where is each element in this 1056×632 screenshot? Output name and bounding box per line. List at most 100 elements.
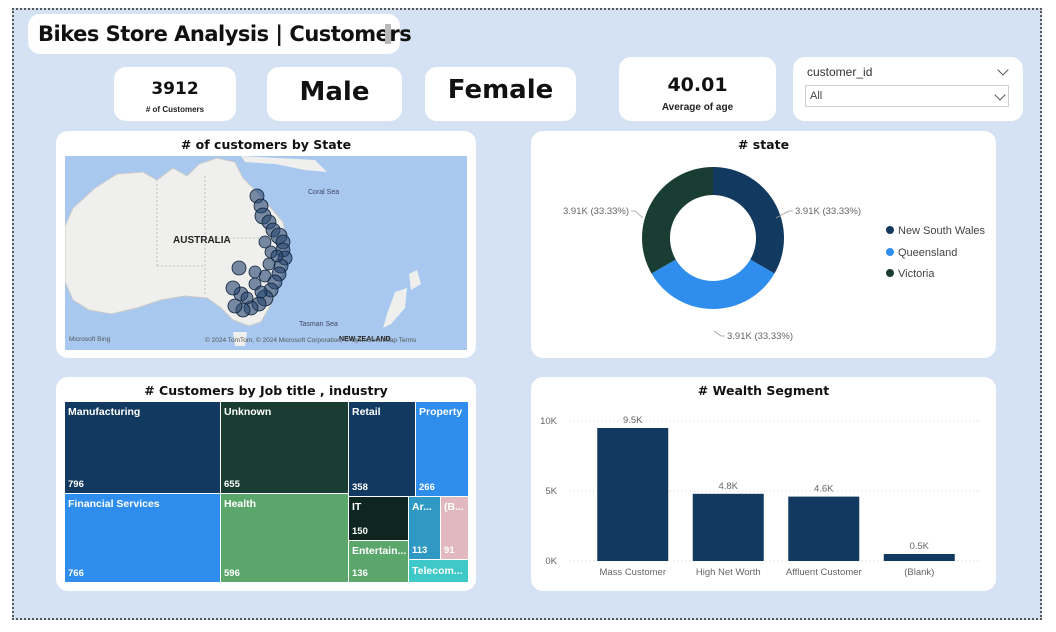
treemap-cell-financial-services[interactable]: Financial Services 766 xyxy=(65,494,220,582)
slicer-dropdown[interactable]: All xyxy=(805,85,1009,107)
legend-label: Queensland xyxy=(898,247,958,259)
map-sea-label-2: Tasman Sea xyxy=(299,321,338,328)
page-title: Bikes Store Analysis | Customers xyxy=(38,22,412,46)
kpi-customers-value: 3912 xyxy=(151,79,199,99)
donut-title: # state xyxy=(737,137,790,152)
treemap-cell-value: 655 xyxy=(224,479,240,490)
title-card: Bikes Store Analysis | Customers xyxy=(28,14,412,54)
kpi-age-value: 40.01 xyxy=(667,74,728,96)
legend-item-queensland[interactable]: Queensland xyxy=(886,247,957,259)
kpi-customers-label: # of Customers xyxy=(145,105,205,114)
bar-value-label: 4.8K xyxy=(718,481,738,492)
bar-mass-customer[interactable] xyxy=(597,428,669,561)
legend-label: Victoria xyxy=(898,268,935,280)
donut-chart[interactable]: 3.91K (33.33%) 3.91K (33.33%) 3.91K (33.… xyxy=(531,131,996,358)
treemap-cell-label: Entertain... xyxy=(352,545,407,557)
treemap-cell-value: 136 xyxy=(352,568,368,579)
treemap-cell-value: 113 xyxy=(412,545,428,556)
treemap-cell-label: Manufacturing xyxy=(68,406,141,418)
map-visual[interactable]: # of customers by State AUSTRALIA Coral … xyxy=(56,131,476,358)
treemap-cell-it[interactable]: IT 150 xyxy=(349,497,408,540)
treemap-cell-label: Retail xyxy=(352,406,381,418)
x-category-label: (Blank) xyxy=(904,567,934,578)
donut-label-nsw: 3.91K (33.33%) xyxy=(795,206,861,217)
tasmania-land xyxy=(233,332,247,346)
treemap-cell-value: 766 xyxy=(68,568,84,579)
treemap-cell-entertainment[interactable]: Entertain... 136 xyxy=(349,541,408,582)
bar-high-net-worth[interactable] xyxy=(692,493,764,561)
bar-affluent-customer[interactable] xyxy=(788,496,860,561)
legend-label: New South Wales xyxy=(898,225,986,237)
treemap-title: # Customers by Job title , industry xyxy=(144,383,388,398)
treemap-cell-label: Property xyxy=(419,406,463,418)
legend-dot-icon xyxy=(886,226,894,234)
treemap-cell-label: IT xyxy=(352,501,362,513)
donut-slice-new-south-wales xyxy=(713,167,784,274)
map-nz-label: NEW ZEALAND xyxy=(339,336,391,343)
bing-logo: Microsoft Bing xyxy=(69,336,111,343)
map-sea-label-1: Coral Sea xyxy=(308,189,339,196)
treemap-cell-telecommunications[interactable]: Telecom... xyxy=(409,560,468,582)
wealth-segment-visual[interactable]: # Wealth Segment 10K 5K 0K 9.5K Mass Custome… xyxy=(531,377,996,591)
x-category-label: Mass Customer xyxy=(599,567,666,578)
treemap[interactable]: Manufacturing 796 Financial Services 766 U… xyxy=(65,402,468,582)
donut-slice-victoria xyxy=(642,167,713,274)
male-label: Male xyxy=(299,77,370,107)
treemap-cell-value: 358 xyxy=(352,482,368,493)
y-tick-label: 0K xyxy=(545,556,557,567)
customer-bubbles xyxy=(225,188,293,318)
bar-blank[interactable] xyxy=(883,554,955,561)
slicer-selected-value: All xyxy=(810,90,823,102)
kpi-age-label: Average of age xyxy=(661,102,734,113)
treemap-cell-unknown[interactable]: Unknown 655 xyxy=(221,402,348,493)
dropdown-chevron-icon[interactable] xyxy=(994,89,1006,101)
bar-value-label: 9.5K xyxy=(623,415,643,426)
legend-item-new-south-wales[interactable]: New South Wales xyxy=(886,225,985,237)
treemap-cell-label: Ar... xyxy=(412,501,432,513)
x-category-label: High Net Worth xyxy=(696,567,761,578)
treemap-cell-blank[interactable]: (B... 91 xyxy=(441,497,468,559)
new-zealand-land xyxy=(383,270,421,328)
treemap-cell-label: Telecom... xyxy=(412,565,463,577)
treemap-cell-health[interactable]: Health 596 xyxy=(221,494,348,582)
male-card[interactable]: Male xyxy=(267,67,402,121)
map-title: # of customers by State xyxy=(180,137,352,152)
treemap-cell-value: 91 xyxy=(444,545,455,556)
bar-chart[interactable]: 10K 5K 0K 9.5K Mass Customer 4.8K High Net Wor… xyxy=(531,377,996,591)
state-donut-visual[interactable]: # state 3.91K (33.33%) 3.91K (33.33%) 3.… xyxy=(531,131,996,358)
legend-item-victoria[interactable]: Victoria xyxy=(886,268,934,280)
donut-label-queensland: 3.91K (33.33%) xyxy=(727,331,793,342)
treemap-cell-property[interactable]: Property 266 xyxy=(416,402,468,496)
title-scroll-indicator xyxy=(385,24,391,44)
female-label: Female xyxy=(447,75,554,105)
chevron-down-icon[interactable] xyxy=(997,64,1009,76)
bar-value-label: 4.6K xyxy=(814,484,834,495)
dashboard-canvas: Bikes Store Analysis | Customers 3912 # … xyxy=(12,8,1042,620)
treemap-cell-label: Unknown xyxy=(224,406,272,418)
x-category-label: Affluent Customer xyxy=(786,567,862,578)
slicer-field-label: customer_id xyxy=(807,65,873,79)
map-attribution: © 2024 TomTom, © 2024 Microsoft Corporat… xyxy=(205,336,417,344)
map-country-label: AUSTRALIA xyxy=(173,235,231,246)
new-guinea-land xyxy=(241,156,327,172)
donut-slice-queensland xyxy=(651,259,775,309)
treemap-cell-value: 150 xyxy=(352,526,368,537)
treemap-cell-label: Health xyxy=(224,498,257,510)
map-canvas[interactable]: AUSTRALIA Coral Sea Tasman Sea NEW ZEALA… xyxy=(65,156,467,350)
customer-id-slicer[interactable]: customer_id All xyxy=(793,57,1023,121)
kpi-customers-card[interactable]: 3912 # of Customers xyxy=(114,67,236,121)
treemap-cell-label: (B... xyxy=(444,501,464,513)
treemap-cell-value: 796 xyxy=(68,479,84,490)
bar-value-label: 0.5K xyxy=(909,541,929,552)
legend-dot-icon xyxy=(886,269,894,277)
job-industry-treemap-visual[interactable]: # Customers by Job title , industry Manu… xyxy=(56,377,476,591)
treemap-cell-value: 266 xyxy=(419,482,435,493)
treemap-cell-argiculture[interactable]: Ar... 113 xyxy=(409,497,440,559)
treemap-cell-retail[interactable]: Retail 358 xyxy=(349,402,415,496)
treemap-cell-manufacturing[interactable]: Manufacturing 796 xyxy=(65,402,220,493)
kpi-age-card[interactable]: 40.01 Average of age xyxy=(619,57,776,121)
y-tick-label: 5K xyxy=(545,486,557,497)
legend-dot-icon xyxy=(886,248,894,256)
female-card[interactable]: Female xyxy=(425,67,576,121)
y-tick-label: 10K xyxy=(540,416,558,427)
